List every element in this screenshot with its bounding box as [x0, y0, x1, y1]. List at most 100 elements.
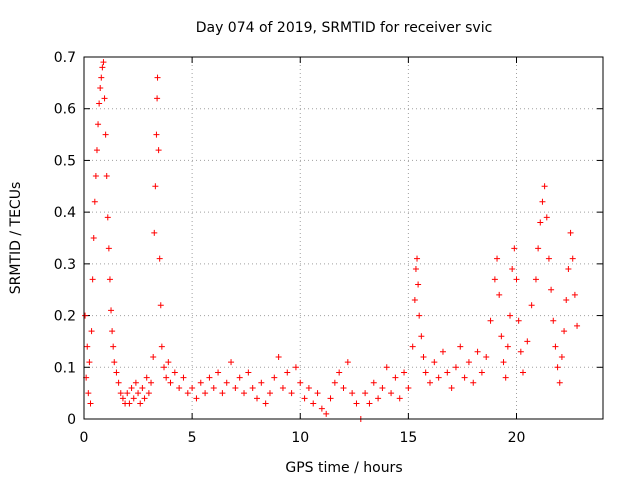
data-point	[504, 343, 511, 350]
data-point	[511, 245, 518, 252]
data-point	[537, 219, 544, 226]
data-point	[500, 359, 507, 366]
data-point	[117, 390, 124, 397]
data-point	[254, 395, 260, 402]
data-point	[219, 390, 226, 397]
data-point	[85, 390, 92, 397]
data-point	[176, 384, 183, 391]
data-point	[145, 390, 152, 397]
data-point	[431, 359, 438, 366]
data-point	[370, 379, 377, 386]
data-point	[571, 291, 578, 298]
data-point	[115, 379, 122, 386]
data-point	[415, 281, 422, 288]
data-point	[498, 333, 505, 340]
data-point	[223, 379, 230, 386]
data-point	[427, 379, 433, 386]
data-point	[158, 343, 165, 350]
data-point	[388, 390, 395, 397]
data-point	[420, 353, 427, 360]
data-point	[98, 74, 105, 81]
y-tick-label: 0.7	[54, 50, 76, 66]
data-point	[108, 307, 115, 314]
data-point	[143, 374, 150, 381]
data-point	[82, 312, 89, 319]
data-point	[318, 405, 325, 412]
data-point	[574, 322, 581, 329]
data-point	[155, 147, 162, 154]
data-point	[416, 312, 423, 319]
data-point	[206, 374, 213, 381]
data-point	[336, 369, 343, 376]
data-point	[556, 379, 563, 386]
data-point	[561, 328, 568, 335]
data-point	[119, 395, 126, 402]
data-point	[150, 353, 157, 360]
data-point	[288, 390, 295, 397]
data-point	[558, 353, 565, 360]
data-point	[310, 400, 317, 407]
data-point	[543, 214, 550, 221]
data-point	[362, 390, 369, 397]
data-point	[502, 374, 509, 381]
data-point	[383, 364, 390, 371]
data-point	[271, 374, 278, 381]
data-point	[104, 214, 111, 221]
y-axis-label: SRMTID / TECUs	[8, 182, 24, 295]
data-point	[197, 379, 204, 386]
data-point	[279, 384, 286, 391]
x-tick-label: 0	[80, 430, 89, 446]
data-point	[550, 317, 557, 324]
data-point	[193, 395, 200, 402]
data-point	[331, 379, 338, 386]
x-tick-label: 10	[291, 430, 309, 446]
data-point	[89, 276, 96, 283]
data-point	[411, 297, 418, 304]
data-point	[396, 395, 403, 402]
data-point	[327, 395, 334, 402]
data-point	[552, 343, 559, 350]
data-point	[184, 390, 191, 397]
data-point	[422, 369, 429, 376]
data-point	[163, 374, 170, 381]
data-point	[301, 395, 308, 402]
data-point	[297, 379, 304, 386]
data-point	[109, 328, 116, 335]
data-point	[110, 343, 117, 350]
chart-title: Day 074 of 2019, SRMTID for receiver svi…	[196, 20, 493, 36]
data-point	[563, 297, 570, 304]
data-point	[210, 384, 217, 391]
x-tick-label: 5	[188, 430, 197, 446]
data-point	[241, 390, 248, 397]
data-point	[528, 302, 535, 309]
data-point	[103, 172, 110, 179]
data-point	[128, 384, 135, 391]
data-point	[545, 255, 552, 262]
data-point	[100, 59, 107, 66]
data-point	[161, 364, 168, 371]
data-point	[435, 374, 442, 381]
data-point	[93, 147, 100, 154]
data-point	[284, 369, 291, 376]
data-point	[483, 353, 490, 360]
y-tick-label: 0.5	[54, 153, 76, 169]
data-point	[232, 384, 239, 391]
data-point	[509, 266, 516, 273]
data-point	[461, 374, 468, 381]
data-point	[554, 364, 561, 371]
data-point	[258, 379, 265, 386]
data-point	[111, 359, 118, 366]
data-point	[314, 390, 321, 397]
data-point	[153, 131, 160, 138]
data-point	[507, 312, 514, 319]
data-point	[457, 343, 464, 350]
data-point	[86, 359, 93, 366]
data-point	[379, 384, 386, 391]
data-point	[202, 390, 209, 397]
data-point	[95, 121, 102, 128]
data-point	[148, 379, 155, 386]
data-point	[491, 276, 498, 283]
data-point	[465, 359, 472, 366]
data-point	[180, 374, 187, 381]
data-point	[487, 317, 494, 324]
